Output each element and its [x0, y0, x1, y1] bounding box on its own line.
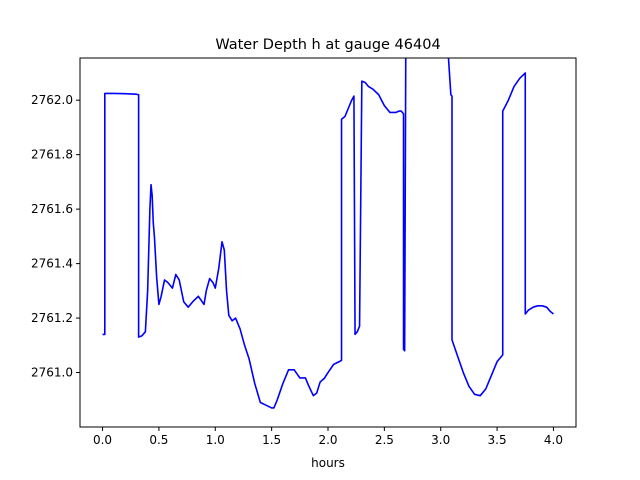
y-axis: 2761.0 2761.2 2761.4 2761.6 2761.8 2762.0 — [31, 93, 80, 380]
y-tick-label: 2761.0 — [31, 366, 73, 380]
series-line — [102, 58, 554, 409]
y-tick-label: 2761.2 — [31, 311, 73, 325]
plot-area — [80, 58, 576, 427]
x-tick-label: 2.5 — [375, 433, 394, 447]
x-tick-label: 3.5 — [488, 433, 507, 447]
x-tick-label: 2.0 — [318, 433, 337, 447]
x-tick-label: 4.0 — [544, 433, 563, 447]
x-tick-label: 3.0 — [431, 433, 450, 447]
y-tick-label: 2761.8 — [31, 148, 73, 162]
chart-title: Water Depth h at gauge 46404 — [215, 37, 440, 53]
series-layer — [102, 58, 554, 409]
y-tick-label: 2761.6 — [31, 202, 73, 216]
x-axis: 0.0 0.5 1.0 1.5 2.0 2.5 3.0 3.5 4.0 — [93, 427, 563, 447]
y-tick-label: 2762.0 — [31, 93, 73, 107]
x-axis-label: hours — [311, 456, 345, 470]
x-tick-label: 0.0 — [93, 433, 112, 447]
x-tick-label: 1.5 — [262, 433, 281, 447]
y-tick-label: 2761.4 — [31, 257, 73, 271]
x-tick-label: 0.5 — [149, 433, 168, 447]
x-tick-label: 1.0 — [206, 433, 225, 447]
